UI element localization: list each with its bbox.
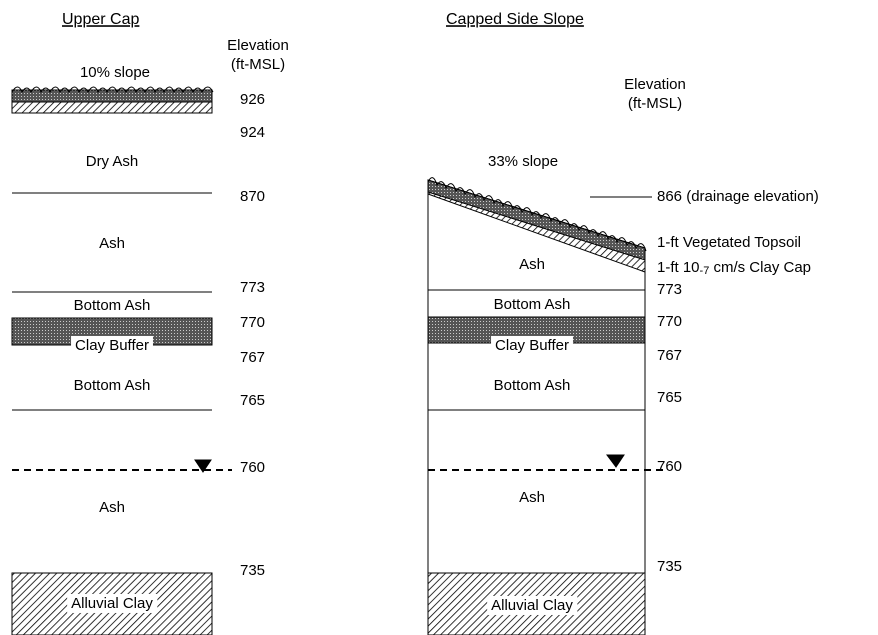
layer-label: Bottom Ash (74, 377, 151, 394)
grass (427, 177, 647, 252)
layer-label: Clay Buffer (495, 337, 569, 354)
right-column (427, 177, 665, 635)
elevation-heading: (ft-MSL) (231, 56, 285, 73)
elevation: 770 (657, 313, 682, 330)
alluvial-clay (427, 572, 646, 635)
layer-label: Dry Ash (86, 153, 139, 170)
layer-label: Ash (99, 499, 125, 516)
layer-label: Ash (99, 235, 125, 252)
elevation: 773 (240, 279, 265, 296)
elevation: 773 (657, 281, 682, 298)
elevation-heading: Elevation (227, 37, 289, 54)
elevation-heading: Elevation (624, 76, 686, 93)
note-exponent: -7 (700, 265, 710, 277)
label-box (491, 335, 573, 355)
layer-label: Alluvial Clay (491, 597, 573, 614)
layer-label: Clay Buffer (75, 337, 149, 354)
elevation: 924 (240, 124, 265, 141)
clay-cap (11, 101, 213, 114)
elevation: 765 (657, 389, 682, 406)
elevation: 765 (240, 392, 265, 409)
elevation: 770 (240, 314, 265, 331)
slope-label: 33% slope (488, 153, 558, 170)
label-box (67, 593, 158, 613)
label-box (71, 335, 153, 355)
elevation: 735 (657, 558, 682, 575)
elevation: 767 (657, 347, 682, 364)
layer-label: Bottom Ash (494, 377, 571, 394)
water-symbol (606, 454, 625, 468)
section-title: Capped Side Slope (446, 11, 584, 28)
elevation: 760 (657, 458, 682, 475)
elevation: 767 (240, 349, 265, 366)
note-part: cm/s Clay Cap (709, 259, 811, 276)
layer-label: Ash (519, 489, 545, 506)
elevation: 866 (drainage elevation) (657, 188, 819, 205)
note: 1-ft 10-7 cm/s Clay Cap (657, 259, 811, 277)
label-box (487, 595, 578, 615)
layer-label: Alluvial Clay (71, 595, 153, 612)
topsoil (427, 179, 646, 261)
layer-label: Bottom Ash (74, 297, 151, 314)
section-title: Upper Cap (62, 11, 139, 28)
elevation: 926 (240, 91, 265, 108)
note-part: 1-ft 10 (657, 259, 700, 276)
grass (11, 86, 214, 94)
labels: Dry Ash Ash Bottom Ash Clay Buffer Bottom As… (67, 91, 819, 615)
elevation-heading: (ft-MSL) (628, 95, 682, 112)
topsoil (11, 89, 213, 103)
slope-label: 10% slope (80, 64, 150, 81)
water-symbol (194, 459, 212, 473)
elevation: 735 (240, 562, 265, 579)
note: 1-ft Vegetated Topsoil (657, 234, 801, 251)
elevation: 760 (240, 459, 265, 476)
layer-label: Bottom Ash (494, 296, 571, 313)
layer-label: Ash (519, 256, 545, 273)
elevation: 870 (240, 188, 265, 205)
